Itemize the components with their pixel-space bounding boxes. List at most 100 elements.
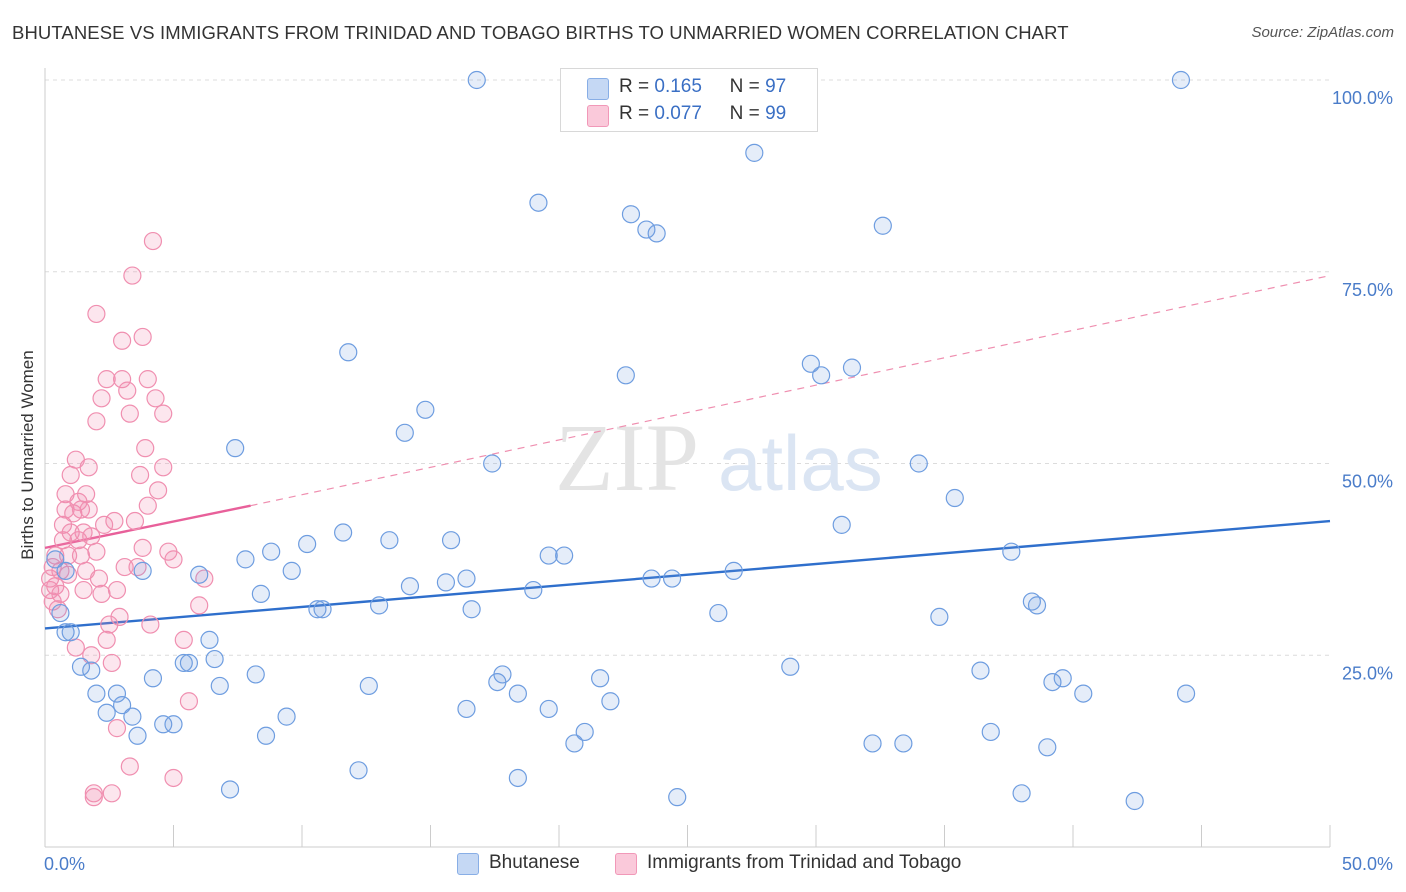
point-bhutanese	[575, 722, 594, 742]
source-label: Source: ZipAtlas.com	[1251, 24, 1394, 41]
point-bhutanese	[370, 596, 389, 615]
point-bhutanese	[909, 454, 928, 473]
y-tick-label: 75.0%	[1342, 280, 1393, 300]
point-trinidad	[133, 538, 152, 557]
point-bhutanese	[395, 423, 414, 442]
point-trinidad	[102, 653, 121, 673]
point-trinidad	[123, 266, 142, 285]
point-bhutanese	[1027, 596, 1047, 615]
point-trinidad	[154, 404, 173, 423]
point-trinidad	[107, 580, 127, 600]
point-bhutanese	[220, 780, 240, 799]
point-trinidad	[87, 304, 106, 324]
trend-line-bhutanese	[44, 519, 1331, 630]
point-bhutanese	[529, 193, 548, 212]
point-bhutanese	[565, 734, 584, 753]
point-trinidad	[87, 412, 106, 431]
point-bhutanese	[236, 550, 255, 569]
y-axis-label: Births to Unmarried Women	[18, 350, 37, 559]
point-trinidad	[148, 481, 168, 500]
point-trinidad	[61, 465, 80, 485]
point-trinidad	[95, 515, 114, 534]
point-bhutanese	[61, 623, 80, 642]
point-trinidad	[143, 231, 163, 251]
point-trinidad	[164, 550, 183, 569]
point-trinidad	[84, 788, 103, 807]
point-bhutanese	[842, 358, 862, 377]
x-tick-label: 0.0%	[44, 854, 85, 874]
point-bhutanese	[308, 600, 327, 619]
point-bhutanese	[154, 715, 173, 734]
point-bhutanese	[56, 561, 75, 580]
point-bhutanese	[1171, 70, 1191, 90]
point-trinidad	[120, 757, 139, 776]
point-trinidad	[102, 784, 121, 803]
bottom-legend-swatch-trinidad	[615, 853, 637, 875]
point-bhutanese	[82, 661, 101, 680]
point-bhutanese	[832, 515, 851, 534]
point-bhutanese	[745, 143, 764, 162]
point-bhutanese	[246, 665, 265, 684]
point-bhutanese	[524, 580, 543, 600]
point-trinidad	[53, 515, 73, 534]
legend-r-label: R =	[619, 76, 650, 97]
point-bhutanese	[493, 665, 512, 684]
data-points	[41, 70, 1196, 811]
point-bhutanese	[781, 657, 800, 676]
point-trinidad	[79, 500, 98, 519]
point-bhutanese	[226, 439, 245, 458]
point-trinidad	[89, 569, 109, 588]
point-bhutanese	[313, 600, 332, 619]
point-trinidad	[146, 389, 165, 408]
point-bhutanese	[190, 565, 209, 584]
point-trinidad	[120, 404, 139, 423]
point-bhutanese	[71, 657, 91, 676]
point-bhutanese	[894, 734, 913, 753]
grid-lines	[45, 79, 1330, 656]
point-trinidad	[179, 692, 199, 711]
watermark-atlas: atlas	[718, 419, 883, 507]
trend-line-trinidad-extended	[250, 274, 1331, 507]
point-bhutanese	[668, 788, 687, 807]
point-bhutanese	[1002, 542, 1021, 561]
point-bhutanese	[457, 699, 476, 719]
point-bhutanese	[483, 454, 502, 473]
point-bhutanese	[863, 734, 882, 753]
y-tick-label: 100.0%	[1332, 88, 1393, 108]
point-bhutanese	[457, 569, 476, 588]
point-trinidad	[100, 615, 119, 634]
point-bhutanese	[112, 696, 132, 715]
point-bhutanese	[441, 531, 461, 550]
point-trinidad	[138, 496, 157, 515]
point-trinidad	[105, 511, 124, 531]
point-bhutanese	[349, 761, 368, 780]
point-trinidad	[174, 630, 193, 650]
point-bhutanese	[97, 703, 116, 722]
point-bhutanese	[251, 584, 270, 603]
trend-line-trinidad	[44, 504, 251, 550]
point-bhutanese	[380, 531, 399, 550]
point-trinidad	[154, 458, 173, 477]
chart-title: BHUTANESE VS IMMIGRANTS FROM TRINIDAD AN…	[12, 22, 1069, 43]
point-trinidad	[136, 439, 155, 458]
point-bhutanese	[539, 546, 558, 565]
point-bhutanese	[971, 661, 990, 680]
point-trinidad	[92, 584, 111, 603]
point-trinidad	[133, 327, 152, 347]
point-bhutanese	[87, 684, 106, 703]
point-bhutanese	[123, 707, 142, 726]
point-bhutanese	[51, 603, 70, 623]
watermark-zip: ZIP	[555, 404, 699, 511]
point-bhutanese	[1038, 738, 1057, 757]
point-bhutanese	[462, 600, 481, 619]
point-trinidad	[79, 458, 98, 477]
point-bhutanese	[205, 649, 224, 669]
point-trinidad	[66, 638, 85, 657]
legend-r-label: R =	[619, 103, 650, 124]
legend-r-value: 0.165	[654, 76, 702, 97]
point-trinidad	[74, 580, 93, 600]
point-trinidad	[87, 542, 106, 561]
point-trinidad	[141, 615, 160, 634]
point-trinidad	[138, 370, 157, 389]
